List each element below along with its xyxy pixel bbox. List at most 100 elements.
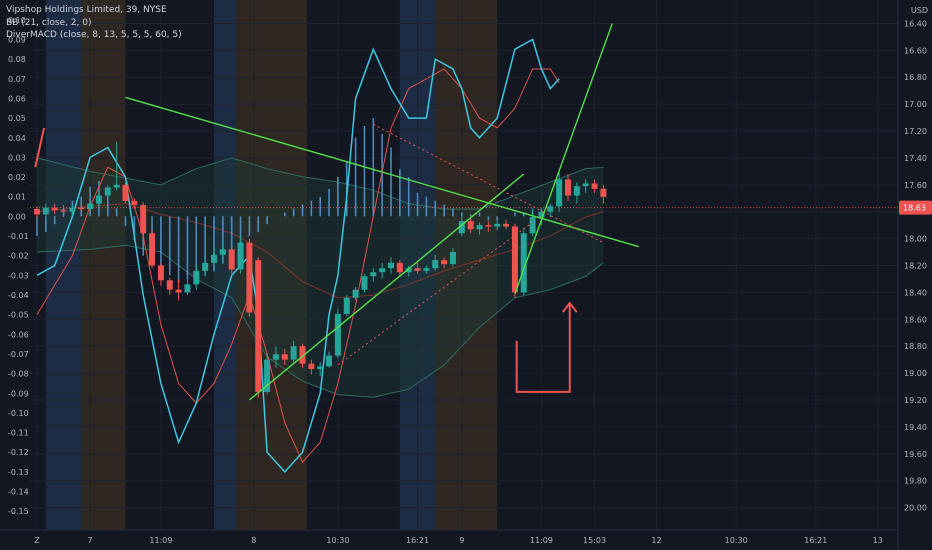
price-axis-tick-label: 16.40 [904,19,927,28]
candle-body [140,204,147,234]
candle-body [113,184,120,188]
candle-body [308,363,315,370]
time-axis-tick-label: 9 [459,536,464,545]
price-axis-tick-label: 17.20 [904,127,927,136]
candle-body [290,346,297,360]
candle-body [334,313,341,356]
candle-body [547,206,554,212]
candle-body [219,249,226,255]
candle-body [485,225,492,227]
price-axis-tick-label: 19.60 [904,450,927,459]
candle-body [211,254,217,263]
candle-body [582,183,589,187]
candle-body [42,207,49,215]
price-axis-tick-label: 16.80 [904,73,927,82]
candle-body [343,297,350,314]
oscillator-axis-tick-label: -0.01 [8,232,29,241]
price-axis-background [898,0,932,550]
annotation-drawings[interactable] [34,127,578,393]
arrow-annotation-path [515,303,571,393]
trendline [248,173,525,401]
candle-body [299,346,306,364]
oscillator-axis-tick-label: 0.01 [8,193,26,202]
trendline-drawings[interactable] [125,23,639,401]
oscillator-axis-tick-label: 0.07 [8,75,26,84]
candle-body [228,249,235,270]
trendline [337,222,533,366]
time-axis-tick-label: 13 [873,536,883,545]
oscillator-axis-tick-label: -0.05 [8,311,29,320]
candle-body [361,276,368,290]
oscillator-axis-tick-label: -0.06 [8,330,29,339]
price-axis-tick-label: 17.00 [904,100,927,109]
oscillator-axis-tick-label: -0.04 [8,291,29,300]
price-axis-tick-label: 18.40 [904,288,927,297]
candle-body [326,355,333,367]
candle-body [175,289,182,293]
grid-layer [30,0,898,530]
candle-body [202,262,209,271]
candle-body [379,268,386,273]
price-axis-tick-label: 17.40 [904,154,927,163]
price-axis-tick-label: 18.20 [904,262,927,271]
candle-body [529,217,536,234]
candle-body [104,187,111,196]
price-axis-tick-label: 19.00 [904,369,927,378]
candle-body [149,233,156,266]
time-axis-tick-label: 16:21 [406,536,429,545]
price-axis-tick-label: 16.60 [904,46,927,55]
oscillator-axis-tick-label: 0.00 [8,212,26,221]
small-red-marker [34,127,46,168]
legend-macd-indicator[interactable]: DiverMACD (close, 8, 13, 5, 5, 5, 60, 5) [6,30,182,40]
candle-body [264,359,271,392]
candle-body [352,289,359,298]
candle-body [503,223,510,227]
candle-body [520,233,527,293]
time-axis-tick-label: 11:09 [530,536,553,545]
candle-body [131,200,138,205]
current-price-badge-label: 18.63 [903,204,926,213]
candle-body [370,272,377,277]
oscillator-lines [36,38,560,473]
candle-body [414,268,421,271]
oscillator-axis-tick-label: -0.11 [8,429,29,438]
oscillator-axis-tick-label: -0.08 [8,370,29,379]
candlestick-series [34,141,607,398]
price-axis-tick-label: 17.60 [904,181,927,190]
candle-body [34,209,40,215]
candle-body [494,223,501,227]
candle-body [237,242,244,270]
candle-body [449,252,456,265]
oscillator-fast-line [36,38,560,473]
arrow-annotation-head [561,301,578,313]
time-axis-tick-label: 10:30 [326,536,349,545]
time-axis-tick-label: 8 [251,536,256,545]
price-axis-tick-label: 18.60 [904,315,927,324]
legend-bb-indicator[interactable]: BB (21, close, 2, 0) [6,17,92,28]
candle-body [193,270,200,285]
candle-body [476,225,483,230]
candle-body [441,260,448,265]
time-axis-tick-label: 12 [651,536,661,545]
candle-body [60,210,67,212]
oscillator-axis-tick-label: -0.02 [8,252,29,261]
candle-body [157,265,164,281]
legend-symbol-title[interactable]: Vipshop Holdings Limited, 39, NYSE [6,5,167,15]
oscillator-axis-tick-label: 0.05 [8,114,26,123]
oscillator-axis-tick-label: 0.04 [8,134,26,143]
candle-body [396,262,403,273]
candle-body [255,260,262,392]
oscillator-axis-tick-label: 0.02 [8,173,26,182]
trendline [373,123,604,244]
candle-body [87,203,94,210]
candle-body [95,195,102,204]
candle-body [423,268,430,271]
oscillator-axis-tick-label: -0.07 [8,350,29,359]
oscillator-axis-tick-label: -0.09 [8,389,29,398]
oscillator-axis-tick-label: -0.03 [8,271,29,280]
candle-body [166,280,173,290]
price-axis-tick-label: 20.00 [904,504,927,513]
trendline [514,23,613,294]
